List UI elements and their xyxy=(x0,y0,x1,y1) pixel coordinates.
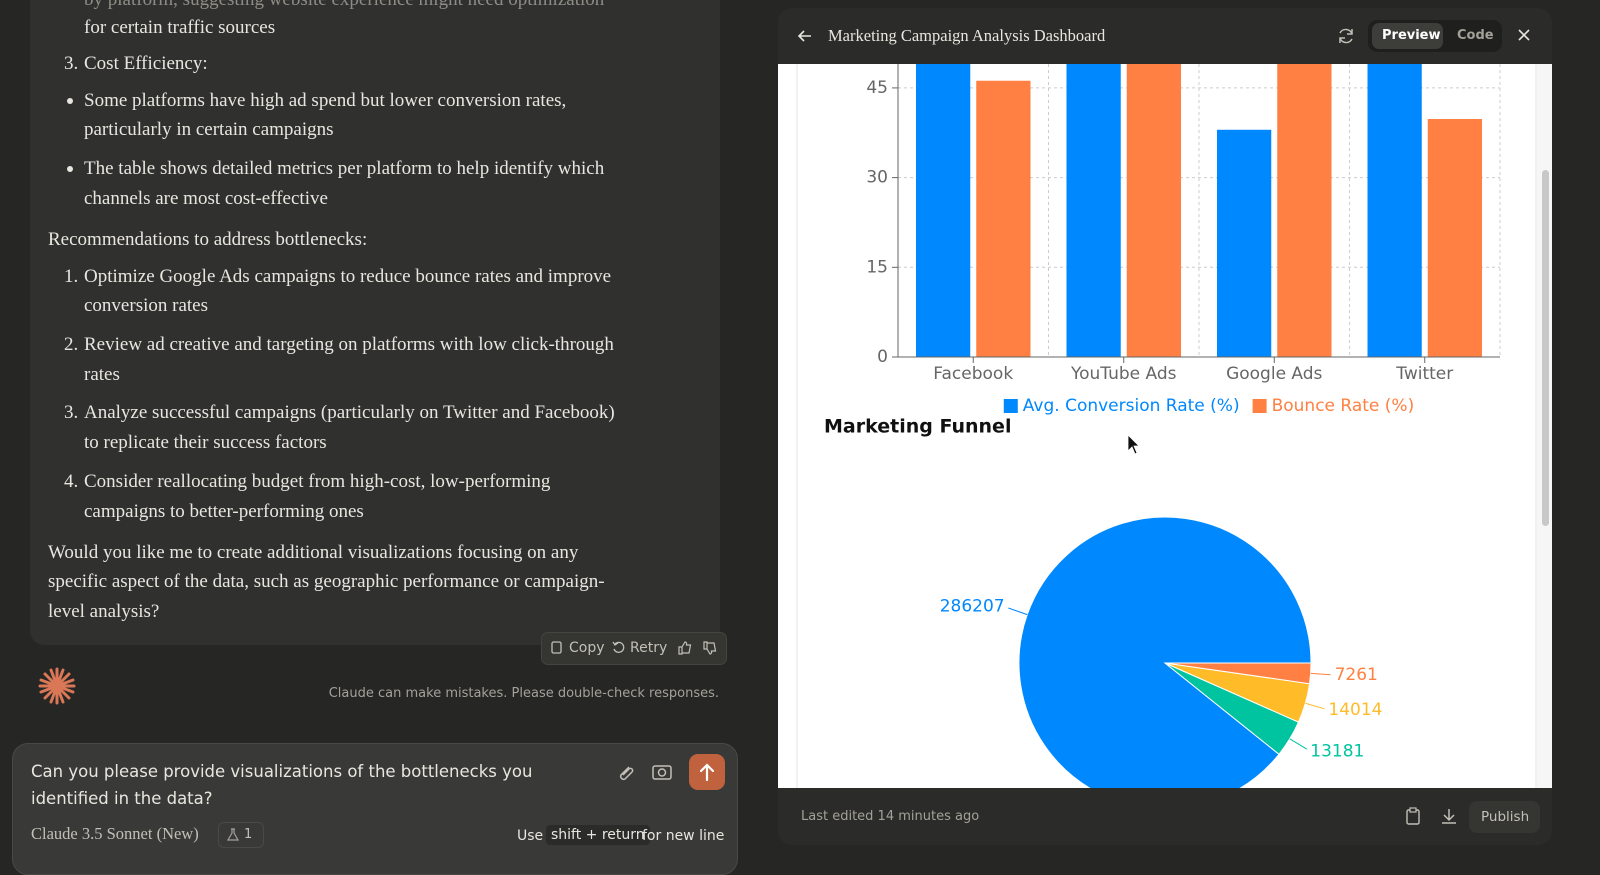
pie-title: Marketing Funnel xyxy=(824,416,1011,438)
y-tick-label: 45 xyxy=(866,78,888,98)
copy-button[interactable]: Copy xyxy=(569,640,605,656)
badge-box[interactable] xyxy=(218,822,264,848)
text-line: Review ad creative and targeting on plat… xyxy=(84,334,614,355)
text-line: Would you like me to create additional v… xyxy=(48,542,579,563)
feedback-icons[interactable] xyxy=(677,640,717,656)
data-label: 13181 xyxy=(1310,741,1364,761)
model-selector[interactable]: Claude 3.5 Sonnet (New) xyxy=(31,824,199,843)
retry-icon xyxy=(612,641,625,653)
label-line xyxy=(1305,702,1325,710)
text-line: level analysis? xyxy=(48,601,160,622)
bar xyxy=(1066,64,1121,358)
send-button[interactable] xyxy=(689,754,725,790)
hint-key: shift + return xyxy=(546,825,650,845)
text-line: Some platforms have high ad spend but lo… xyxy=(84,90,567,111)
artifact-title: Marketing Campaign Analysis Dashboard xyxy=(828,26,1106,45)
refresh-icon[interactable] xyxy=(1336,26,1356,46)
preview-tab[interactable]: Preview xyxy=(1382,28,1441,43)
label-line xyxy=(1310,672,1331,676)
badge-count: 1 xyxy=(244,827,253,842)
tab-active xyxy=(1372,23,1443,49)
text-line: particularly in certain campaigns xyxy=(84,119,334,140)
bullet xyxy=(67,98,73,104)
input-text[interactable]: identified in the data? xyxy=(31,789,213,808)
message-card xyxy=(30,0,720,645)
disclaimer: Claude can make mistakes. Please double-… xyxy=(328,686,719,701)
action-bar xyxy=(541,632,727,665)
code-tab[interactable]: Code xyxy=(1457,28,1494,43)
legend-label: Bounce Rate (%) xyxy=(1272,396,1415,416)
text-line: for certain traffic sources xyxy=(84,17,276,38)
text-line: Optimize Google Ads campaigns to reduce … xyxy=(84,266,612,287)
y-tick-label: 15 xyxy=(866,257,888,277)
hint: for new line xyxy=(642,828,725,844)
copy-icon xyxy=(551,641,562,654)
text-line: Consider reallocating budget from high-c… xyxy=(84,471,551,492)
bar xyxy=(976,80,1031,357)
data-label: 14014 xyxy=(1328,700,1382,720)
legend-swatch xyxy=(1252,399,1267,413)
text-line: Analyze successful campaigns (particular… xyxy=(84,402,615,423)
list-number: 1. xyxy=(64,266,79,287)
bar xyxy=(1217,129,1272,357)
bar xyxy=(1126,64,1181,357)
text-line: to replicate their success factors xyxy=(84,432,327,453)
label-line xyxy=(1289,738,1308,750)
label-line xyxy=(1008,607,1028,616)
legend-label: Avg. Conversion Rate (%) xyxy=(1023,396,1240,416)
list-number: 3. xyxy=(64,402,79,423)
x-tick-label: Facebook xyxy=(933,364,1013,384)
text-line: Recommendations to address bottlenecks: xyxy=(48,229,368,250)
list-number: 4. xyxy=(64,471,79,492)
claude-logo xyxy=(38,667,76,705)
y-tick-label: 30 xyxy=(866,168,888,188)
text-line: campaigns to better-performing ones xyxy=(84,501,364,522)
pie-slice xyxy=(1018,516,1312,788)
chart-area: Marketing Funnel 0 15 30 45 Facebook YouTube … xyxy=(796,64,1552,788)
bar xyxy=(1277,64,1332,357)
list-number: 2. xyxy=(64,334,79,355)
artifact-content: Marketing Funnel 0 15 30 45 Facebook YouTube … xyxy=(778,64,1552,788)
bullet xyxy=(67,166,73,172)
badge-icon xyxy=(226,828,240,841)
hint: Use xyxy=(517,828,544,844)
data-label: 286207 xyxy=(940,597,1005,617)
bar xyxy=(916,64,971,358)
back-icon[interactable] xyxy=(795,26,815,46)
footer-icons[interactable] xyxy=(1402,806,1460,828)
text-line: by platform, suggesting website experien… xyxy=(84,0,604,12)
data-label: 7261 xyxy=(1335,665,1378,685)
pie-slice xyxy=(1164,662,1312,685)
text-line: specific aspect of the data, such as geo… xyxy=(48,571,605,592)
input-text[interactable]: Can you please provide visualizations of… xyxy=(31,762,533,781)
list-number: 3. xyxy=(64,53,79,74)
close-icon[interactable] xyxy=(1514,25,1534,45)
publish-box xyxy=(1469,801,1540,833)
text-line: Cost Efficiency: xyxy=(84,53,208,74)
x-tick-label: YouTube Ads xyxy=(1070,364,1177,384)
chart: Marketing Funnel 0 15 30 45 Facebook YouTube … xyxy=(796,64,1552,788)
publish-button[interactable]: Publish xyxy=(1481,809,1530,825)
retry-button[interactable]: Retry xyxy=(630,640,668,656)
scroll-thumb[interactable] xyxy=(1542,170,1549,526)
x-tick-label: Google Ads xyxy=(1226,364,1322,384)
composer[interactable] xyxy=(12,743,738,875)
send-icon xyxy=(699,763,715,782)
bar xyxy=(1367,64,1422,357)
text-line: conversion rates xyxy=(84,295,208,316)
text-line: channels are most cost-effective xyxy=(84,188,328,209)
composer-icons[interactable] xyxy=(615,761,675,783)
text-line: The table shows detailed metrics per pla… xyxy=(84,158,605,179)
last-edited: Last edited 14 minutes ago xyxy=(801,809,980,824)
x-tick-label: Twitter xyxy=(1395,364,1453,384)
bar xyxy=(1427,119,1482,358)
text-line: rates xyxy=(84,364,120,385)
legend-swatch xyxy=(1003,399,1018,413)
cursor xyxy=(1127,434,1140,455)
y-tick-label: 0 xyxy=(877,347,888,367)
